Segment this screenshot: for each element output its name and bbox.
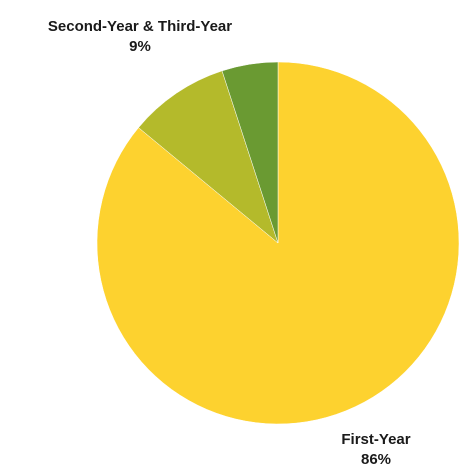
- label-second-third-year-category: Second-Year & Third-Year: [48, 18, 232, 35]
- label-first-year-percent: 86%: [361, 451, 391, 468]
- label-second-third-year-percent: 9%: [129, 38, 151, 55]
- pie-slice-slice-2: [221, 61, 279, 244]
- label-first-year-category: First-Year: [341, 431, 410, 448]
- pie-slice-second-year-third-year: [138, 70, 279, 244]
- pie-slices: [96, 61, 459, 425]
